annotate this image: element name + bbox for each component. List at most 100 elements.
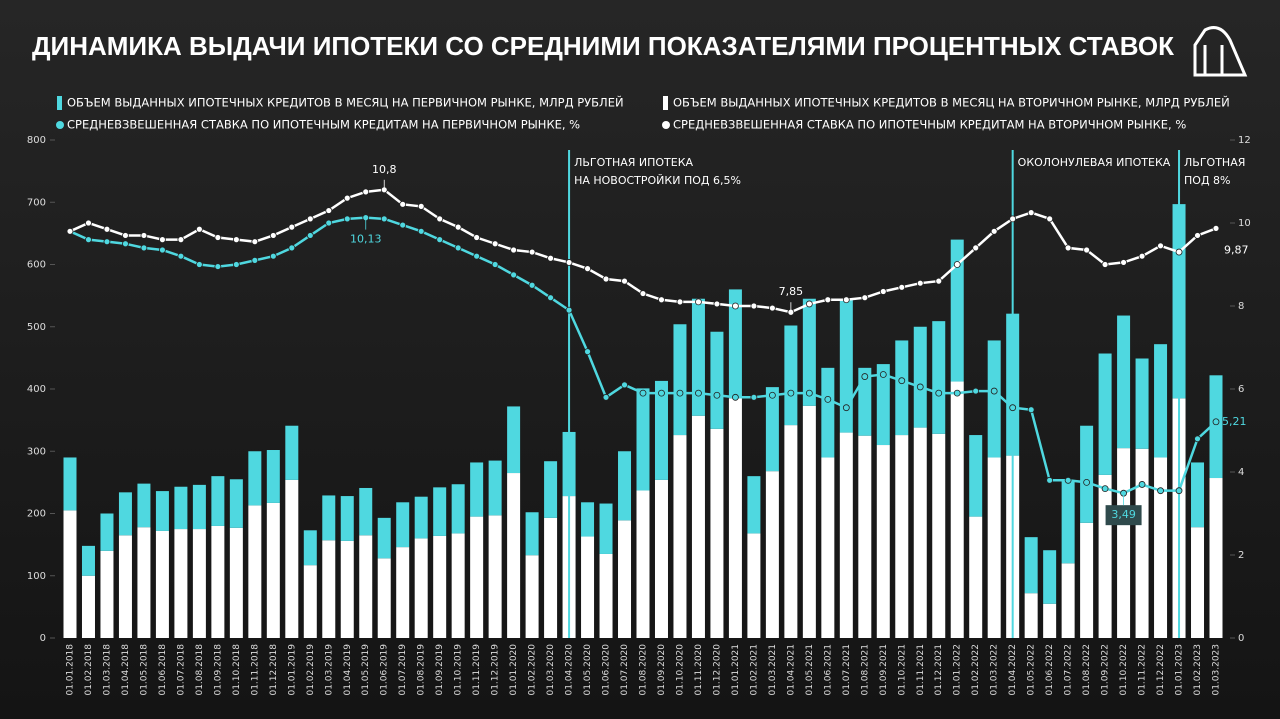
line-point	[861, 373, 869, 380]
annotation-text: ОКОЛОНУЛЕВАЯ ИПОТЕКА	[1018, 156, 1171, 169]
data-label: 10,13	[350, 233, 382, 246]
line-point	[195, 261, 203, 268]
bar	[1043, 550, 1057, 604]
line-point	[1157, 487, 1164, 495]
x-tick-label: 01.11.2020	[694, 644, 704, 696]
bar	[784, 425, 798, 638]
x-tick-label: 01.01.2022	[953, 644, 963, 696]
line-point	[565, 259, 573, 266]
annotation-text: ПОД 8%	[1184, 174, 1230, 187]
x-tick-label: 01.06.2021	[823, 644, 833, 696]
bar	[858, 367, 872, 436]
x-tick-label: 01.10.2018	[232, 644, 242, 696]
bar	[414, 496, 428, 539]
x-tick-label: 01.12.2020	[712, 644, 722, 696]
x-tick-label: 01.02.2023	[1193, 644, 1203, 696]
x-tick-label: 01.09.2019	[435, 644, 445, 696]
bar	[876, 445, 890, 638]
line-point	[436, 236, 444, 244]
x-tick-label: 01.02.2021	[749, 644, 759, 696]
bar	[1080, 425, 1094, 523]
line-point	[1175, 248, 1183, 256]
bar	[63, 457, 77, 511]
bar	[581, 536, 595, 638]
legend-swatch	[663, 96, 668, 110]
x-tick-label: 01.07.2021	[842, 644, 852, 696]
line-point	[824, 296, 832, 304]
legend-swatch	[56, 121, 64, 129]
line-point	[547, 294, 554, 302]
line-point	[602, 275, 610, 283]
line-point	[916, 279, 924, 287]
line-point	[85, 219, 92, 227]
label-box	[1105, 505, 1142, 526]
line-point	[898, 283, 906, 291]
line-point	[491, 261, 499, 268]
bar	[137, 527, 151, 638]
line-point	[1046, 476, 1054, 484]
x-tick-label: 01.09.2018	[213, 644, 223, 696]
bar	[950, 381, 964, 638]
bar	[396, 502, 410, 548]
line-point	[1194, 232, 1201, 239]
x-tick-label: 01.08.2018	[195, 644, 205, 696]
bar	[691, 298, 705, 416]
line-point	[232, 261, 240, 268]
x-tick-label: 01.08.2020	[639, 644, 649, 696]
bar	[802, 298, 816, 406]
x-tick-label: 01.02.2018	[84, 644, 94, 696]
line-point	[658, 296, 665, 304]
line-point	[639, 290, 647, 297]
line-point	[454, 244, 462, 252]
bar	[322, 495, 336, 541]
line-point	[953, 389, 961, 397]
y2-tick-label: 2	[1238, 550, 1244, 561]
bar	[913, 326, 927, 428]
line-point	[85, 236, 92, 244]
line-point	[990, 387, 998, 395]
y-tick-label: 300	[27, 446, 46, 457]
bar	[581, 502, 595, 537]
bar	[396, 547, 410, 638]
line-point	[732, 393, 739, 401]
bar	[1061, 563, 1075, 638]
x-tick-label: 01.09.2022	[1101, 644, 1111, 696]
annotation-text: НА НОВОСТРОЙКИ ПОД 6,5%	[574, 174, 741, 187]
x-tick-label: 01.04.2020	[565, 644, 575, 696]
x-tick-label: 01.05.2021	[805, 644, 815, 696]
bar	[544, 461, 558, 518]
line-point	[787, 389, 795, 397]
bar	[599, 503, 613, 554]
data-label: 3,49	[1111, 508, 1136, 521]
bar	[229, 527, 243, 638]
bar	[488, 515, 502, 638]
bar	[765, 387, 779, 472]
bar	[1117, 315, 1131, 449]
line-point	[510, 246, 518, 254]
legend-label: ОБЪЕМ ВЫДАННЫХ ИПОТЕЧНЫХ КРЕДИТОВ В МЕСЯ…	[67, 95, 624, 110]
line-point	[251, 256, 259, 264]
x-tick-label: 01.07.2018	[176, 644, 186, 696]
bar	[155, 530, 169, 638]
line-point	[1009, 215, 1017, 223]
line-point	[658, 389, 665, 397]
bar	[1191, 527, 1205, 638]
bar	[507, 406, 521, 474]
line-point	[473, 234, 481, 241]
bar	[211, 525, 225, 638]
bar	[1135, 448, 1149, 638]
legend-label: СРЕДНЕВЗВЕШЕННАЯ СТАВКА ПО ИПОТЕЧНЫМ КРЕ…	[673, 118, 1186, 132]
x-tick-label: 01.01.2019	[287, 644, 297, 696]
bar	[802, 405, 816, 638]
bar	[433, 487, 447, 536]
bar	[1080, 522, 1094, 638]
bar	[1209, 478, 1223, 638]
bar	[433, 535, 447, 638]
line-point	[177, 252, 185, 260]
bar	[1209, 375, 1223, 479]
bar	[192, 484, 206, 530]
line-point	[935, 277, 943, 285]
y-tick-label: 600	[27, 260, 46, 271]
x-tick-label: 01.01.2018	[66, 644, 76, 696]
bar	[913, 427, 927, 638]
